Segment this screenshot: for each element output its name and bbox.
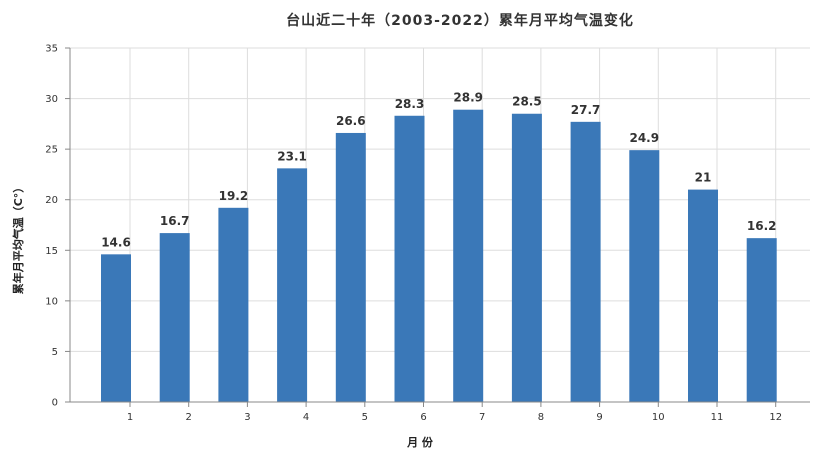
x-tick-label: 3 bbox=[244, 412, 250, 423]
x-tick-label: 11 bbox=[711, 412, 724, 423]
bar-1 bbox=[101, 254, 131, 402]
y-tick-label: 5 bbox=[52, 347, 58, 358]
x-tick-label: 12 bbox=[769, 412, 782, 423]
bar-2 bbox=[159, 233, 190, 402]
x-tick-label: 1 bbox=[127, 412, 133, 423]
data-label: 14.6 bbox=[101, 235, 131, 249]
y-tick-label: 0 bbox=[52, 398, 58, 409]
x-tick-label: 7 bbox=[479, 412, 485, 423]
x-axis-ticks: 1 2 3 4 5 6 7 8 9 10 11 12 bbox=[127, 402, 782, 423]
y-tick-label: 30 bbox=[45, 94, 58, 105]
x-tick-label: 5 bbox=[362, 412, 368, 423]
y-tick-label: 35 bbox=[45, 44, 58, 55]
data-label: 27.7 bbox=[571, 103, 601, 117]
x-tick-label: 10 bbox=[652, 412, 665, 423]
bar-3 bbox=[218, 207, 249, 402]
bar-9 bbox=[570, 121, 601, 402]
bar-4 bbox=[277, 168, 308, 402]
y-tick-label: 15 bbox=[45, 246, 58, 257]
data-label: 16.2 bbox=[747, 219, 777, 233]
data-label: 26.6 bbox=[336, 114, 366, 128]
x-tick-label: 2 bbox=[186, 412, 192, 423]
x-tick-label: 8 bbox=[538, 412, 544, 423]
data-label: 16.7 bbox=[160, 214, 190, 228]
bar-10 bbox=[629, 150, 660, 402]
data-labels: 14.6 16.7 19.2 23.1 26.6 28.3 28.9 28.5 27.7 24.9… bbox=[101, 91, 776, 250]
data-label: 28.5 bbox=[512, 95, 542, 109]
data-label: 28.3 bbox=[395, 97, 425, 111]
data-label: 24.9 bbox=[629, 131, 659, 145]
y-tick-label: 10 bbox=[45, 296, 58, 307]
x-tick-label: 9 bbox=[596, 412, 602, 423]
x-tick-label: 4 bbox=[303, 412, 309, 423]
y-axis-title: 累年月平均气温（C°） bbox=[11, 182, 25, 295]
chart-title: 台山近二十年（2003-2022）累年月平均气温变化 bbox=[286, 12, 634, 29]
bars bbox=[101, 109, 777, 402]
bar-11 bbox=[688, 189, 718, 402]
bar-7 bbox=[453, 109, 484, 402]
x-tick-label: 6 bbox=[420, 412, 426, 423]
bar-12 bbox=[746, 238, 777, 402]
data-label: 28.9 bbox=[453, 91, 483, 105]
y-tick-label: 25 bbox=[45, 145, 58, 156]
bar-5 bbox=[335, 132, 366, 402]
bar-8 bbox=[511, 113, 542, 402]
data-label: 21 bbox=[695, 171, 712, 185]
data-label: 19.2 bbox=[219, 189, 249, 203]
y-axis-ticks: 0 5 10 15 20 25 30 35 bbox=[45, 44, 70, 409]
y-tick-label: 20 bbox=[45, 195, 58, 206]
x-axis-title: 月 份 bbox=[406, 435, 434, 449]
bar-6 bbox=[394, 115, 425, 402]
data-label: 23.1 bbox=[277, 149, 307, 163]
